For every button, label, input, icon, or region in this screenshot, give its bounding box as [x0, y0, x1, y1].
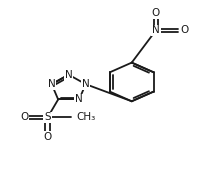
Text: O: O — [152, 8, 160, 18]
Text: N: N — [152, 25, 160, 35]
Text: O: O — [43, 132, 52, 142]
Text: N: N — [82, 79, 89, 89]
Text: O: O — [180, 25, 188, 35]
Text: CH₃: CH₃ — [76, 112, 95, 122]
Text: N: N — [48, 79, 56, 89]
Text: N: N — [65, 70, 73, 80]
Text: O: O — [20, 112, 29, 122]
Text: S: S — [44, 112, 51, 122]
Text: N: N — [75, 94, 83, 104]
